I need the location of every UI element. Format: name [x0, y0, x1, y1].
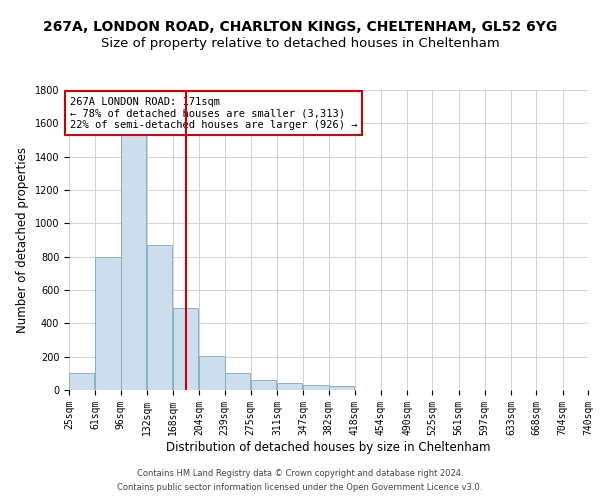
Text: 267A, LONDON ROAD, CHARLTON KINGS, CHELTENHAM, GL52 6YG: 267A, LONDON ROAD, CHARLTON KINGS, CHELT… — [43, 20, 557, 34]
Text: Contains public sector information licensed under the Open Government Licence v3: Contains public sector information licen… — [118, 484, 482, 492]
Bar — [121, 135, 146, 390]
X-axis label: Distribution of detached houses by size in Cheltenham: Distribution of detached houses by size … — [166, 440, 491, 454]
Bar — [95, 256, 121, 390]
Text: Contains HM Land Registry data © Crown copyright and database right 2024.: Contains HM Land Registry data © Crown c… — [137, 468, 463, 477]
Text: Size of property relative to detached houses in Cheltenham: Size of property relative to detached ho… — [101, 38, 499, 51]
Bar — [303, 385, 329, 390]
Bar — [69, 374, 94, 390]
Bar — [173, 308, 199, 390]
Text: 267A LONDON ROAD: 171sqm
← 78% of detached houses are smaller (3,313)
22% of sem: 267A LONDON ROAD: 171sqm ← 78% of detach… — [70, 96, 357, 130]
Bar — [147, 245, 172, 390]
Y-axis label: Number of detached properties: Number of detached properties — [16, 147, 29, 333]
Bar — [224, 374, 250, 390]
Bar — [277, 384, 302, 390]
Bar — [251, 380, 276, 390]
Bar — [329, 386, 354, 390]
Bar — [199, 356, 224, 390]
